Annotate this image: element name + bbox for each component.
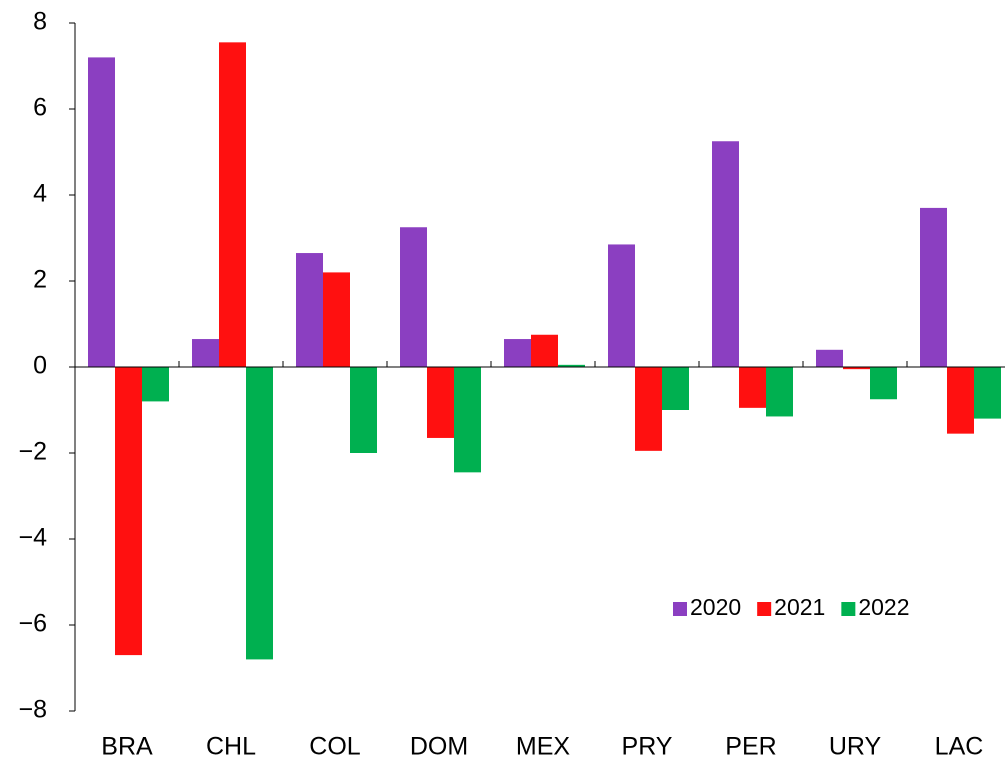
bar: [454, 367, 481, 473]
x-tick-label: PRY: [622, 733, 673, 761]
bar: [712, 141, 739, 367]
x-tick-label: BRA: [101, 733, 153, 761]
x-tick-label: URY: [829, 733, 882, 761]
bar: [115, 367, 142, 656]
bar: [246, 367, 273, 660]
x-tick-label: MEX: [516, 733, 571, 761]
bar: [88, 57, 115, 368]
bar: [766, 367, 793, 417]
bar: [947, 367, 974, 434]
bar: [870, 367, 897, 400]
legend-label: 2021: [774, 594, 825, 620]
y-tick-label: 8: [33, 8, 47, 36]
y-tick-label: 6: [33, 94, 47, 122]
bar: [920, 207, 947, 367]
x-tick-label: LAC: [935, 733, 984, 761]
bar: [142, 367, 169, 402]
bar: [323, 272, 350, 367]
bar: [427, 367, 454, 438]
legend-label: 2020: [690, 594, 741, 620]
bar: [843, 367, 870, 370]
bar: [558, 364, 585, 367]
bar: [974, 367, 1001, 419]
x-tick-label: CHL: [206, 733, 256, 761]
y-tick-label: −2: [18, 438, 47, 466]
y-tick-label: 0: [33, 352, 47, 380]
bar: [662, 367, 689, 410]
y-tick-label: 2: [33, 266, 47, 294]
bar: [531, 334, 558, 367]
bar: [350, 367, 377, 453]
x-tick-label: DOM: [410, 733, 468, 761]
y-tick-label: −6: [18, 610, 47, 638]
legend-swatch: [673, 602, 687, 616]
y-tick-label: 4: [33, 180, 47, 208]
bar: [504, 339, 531, 367]
x-tick-label: PER: [725, 733, 776, 761]
bar: [739, 367, 766, 408]
y-tick-label: −4: [18, 524, 47, 552]
legend-label: 2022: [858, 594, 909, 620]
bar: [219, 42, 246, 367]
bar: [816, 349, 843, 367]
x-tick-label: COL: [309, 733, 361, 761]
bar: [608, 244, 635, 367]
legend-swatch: [757, 602, 772, 616]
legend-swatch: [841, 602, 856, 616]
bar: [635, 367, 662, 451]
bar: [400, 227, 427, 367]
bar: [296, 253, 323, 367]
y-tick-label: −8: [18, 696, 47, 724]
bar: [192, 339, 219, 367]
